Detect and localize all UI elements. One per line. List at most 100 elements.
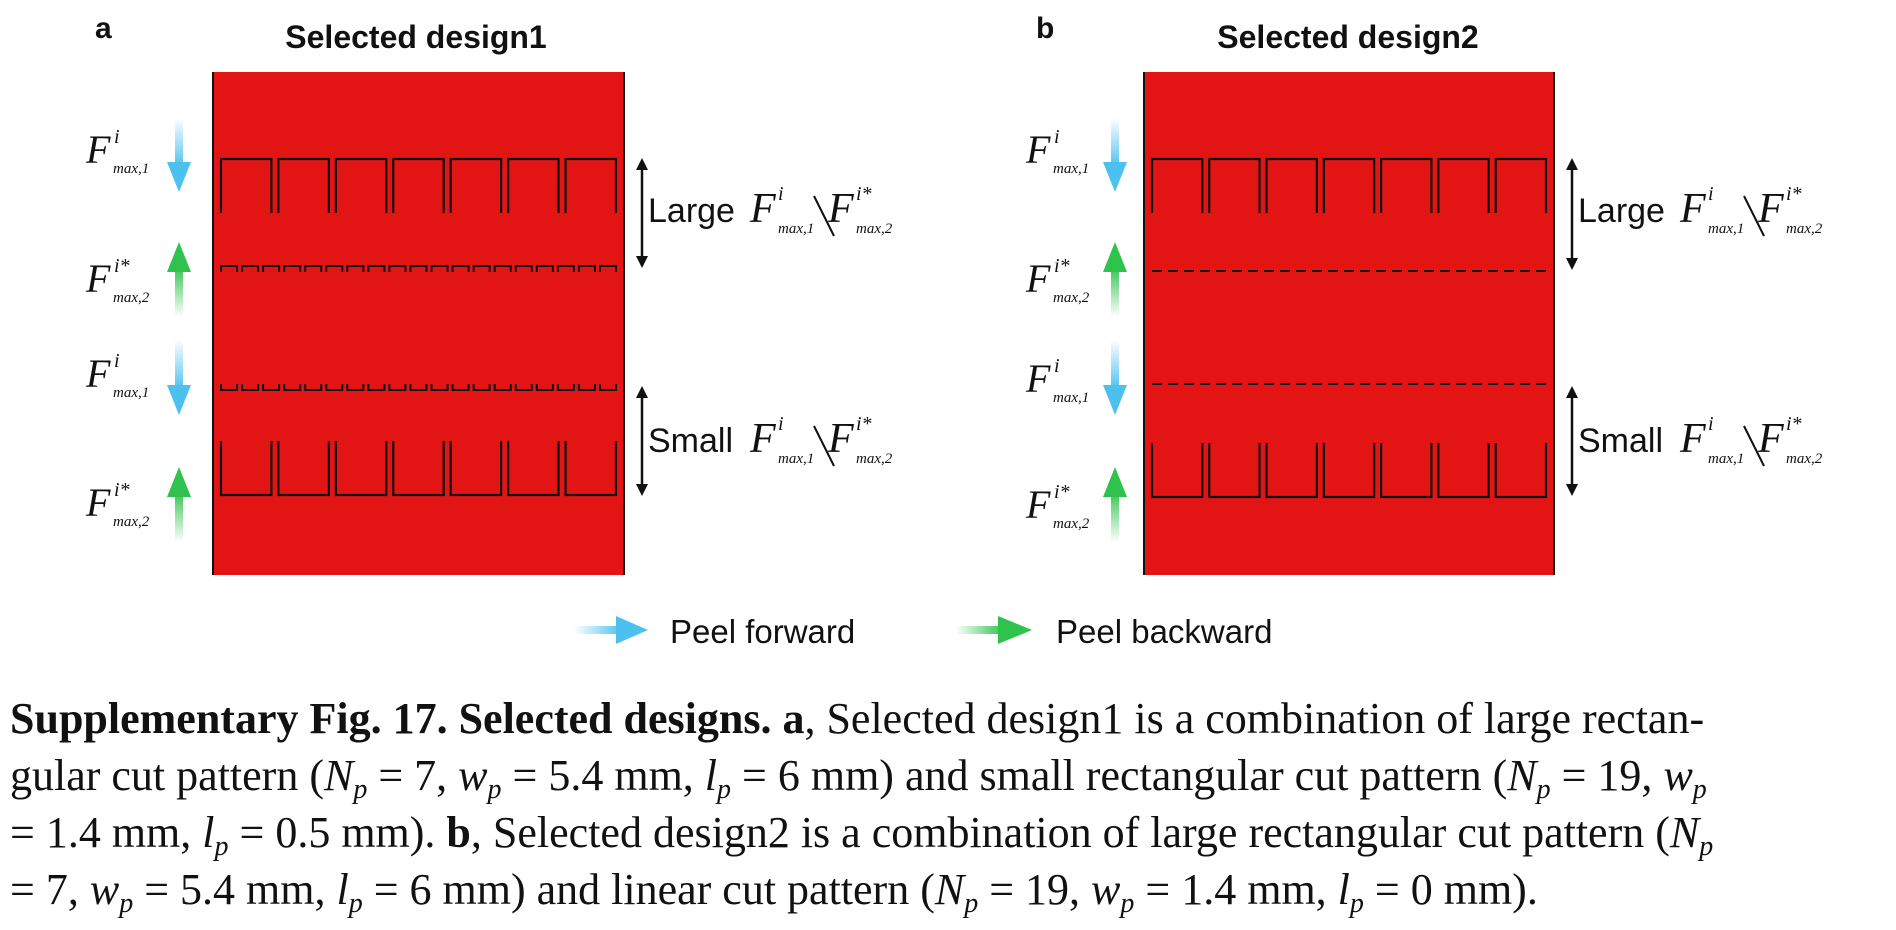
- caption-fig-label: Supplementary Fig. 17. Selected designs.: [10, 694, 772, 743]
- peel-forward-legend-arrow-icon: [574, 616, 648, 644]
- peel-forward-arrow-icon: [1103, 118, 1127, 192]
- svg-text:max,2: max,2: [1053, 516, 1090, 532]
- svg-text:max,1: max,1: [1708, 221, 1744, 237]
- force-label-fmax1: F i max,1: [85, 350, 149, 401]
- svg-text:F: F: [749, 186, 776, 232]
- svg-text:i*: i*: [1786, 413, 1802, 435]
- svg-text:i*: i*: [1054, 255, 1070, 277]
- svg-text:F: F: [85, 480, 111, 525]
- svg-text:i*: i*: [856, 413, 872, 435]
- force-label-fmax2: F i* max,2: [85, 255, 150, 306]
- panel-letter-b: b: [1036, 12, 1054, 45]
- panel-title-a: Selected design1: [285, 19, 546, 55]
- peel-backward-legend-arrow-icon: [956, 616, 1032, 644]
- svg-text:i: i: [1054, 355, 1060, 377]
- svg-text:i: i: [778, 413, 784, 435]
- svg-text:F: F: [1025, 256, 1051, 301]
- svg-text:i*: i*: [114, 479, 130, 501]
- svg-text:max,2: max,2: [1786, 451, 1823, 467]
- double-arrow-icon: [636, 158, 648, 268]
- ratio-label-small: Small F i max,1 F i* max,2: [648, 413, 893, 467]
- double-arrow-icon: [1566, 386, 1578, 496]
- legend-peel-backward: Peel backward: [1056, 613, 1272, 650]
- force-label-fmax2: F i* max,2: [85, 479, 150, 530]
- svg-text:Large: Large: [1578, 192, 1665, 230]
- peel-forward-arrow-icon: [1103, 340, 1127, 415]
- ratio-label-large: Large F i max,1 F i* max,2: [648, 183, 893, 237]
- peel-backward-arrow-icon: [1103, 242, 1127, 317]
- svg-text:max,2: max,2: [1786, 221, 1823, 237]
- peel-backward-arrow-icon: [167, 242, 191, 317]
- large-rect-cut-pattern-bottom: [219, 441, 618, 497]
- design1-sheet: [213, 72, 624, 575]
- force-label-fmax1: F i max,1: [85, 126, 149, 177]
- svg-text:F: F: [749, 416, 776, 462]
- svg-text:F: F: [827, 416, 854, 462]
- figure: a Selected design1 F i max,1: [85, 12, 1823, 650]
- double-arrow-icon: [636, 386, 648, 496]
- svg-text:F: F: [1025, 356, 1051, 401]
- svg-text:i: i: [114, 126, 120, 148]
- svg-text:F: F: [1025, 127, 1051, 172]
- svg-text:i*: i*: [856, 183, 872, 205]
- svg-text:F: F: [85, 127, 111, 172]
- svg-text:F: F: [85, 351, 111, 396]
- ratio-label-small: Small F i max,1 F i* max,2: [1578, 413, 1823, 467]
- panel-b: b Selected design2 F i max,1: [1025, 12, 1823, 575]
- svg-text:i: i: [114, 350, 120, 372]
- caption-line-3: = 1.4 mm, lp = 0.5 mm). b, Selected desi…: [10, 808, 1714, 862]
- small-rect-cut-pattern-top: [220, 265, 617, 272]
- force-label-fmax1: F i max,1: [1025, 355, 1089, 406]
- force-label-fmax2: F i* max,2: [1025, 481, 1090, 532]
- svg-text:max,2: max,2: [1053, 290, 1090, 306]
- svg-text:max,2: max,2: [113, 514, 150, 530]
- ratio-label-large: Large F i max,1 F i* max,2: [1578, 183, 1823, 237]
- caption-line-4: = 7, wp = 5.4 mm, lp = 6 mm) and linear …: [10, 865, 1538, 919]
- svg-text:F: F: [1679, 416, 1706, 462]
- caption-line-1: Supplementary Fig. 17. Selected designs.…: [10, 694, 1705, 743]
- svg-text:max,1: max,1: [778, 451, 814, 467]
- svg-text:max,1: max,1: [1053, 161, 1089, 177]
- svg-text:Small: Small: [648, 422, 733, 460]
- peel-forward-arrow-icon: [167, 118, 191, 192]
- svg-text:F: F: [827, 186, 854, 232]
- design2-sheet: [1144, 72, 1554, 575]
- svg-text:F: F: [1757, 186, 1784, 232]
- caption-a-label: a: [782, 694, 805, 743]
- svg-text:i: i: [1708, 413, 1714, 435]
- panel-letter-a: a: [95, 12, 112, 45]
- svg-text:max,2: max,2: [113, 290, 150, 306]
- panel-a: a Selected design1 F i max,1: [85, 12, 893, 575]
- peel-backward-arrow-icon: [1103, 467, 1127, 542]
- svg-text:i: i: [1054, 126, 1060, 148]
- svg-text:F: F: [1025, 482, 1051, 527]
- svg-text:max,2: max,2: [856, 451, 893, 467]
- svg-text:max,1: max,1: [1708, 451, 1744, 467]
- large-rect-cut-pattern-top: [1150, 157, 1548, 213]
- svg-text:i: i: [778, 183, 784, 205]
- svg-text:max,1: max,1: [778, 221, 814, 237]
- svg-text:i*: i*: [1786, 183, 1802, 205]
- double-arrow-icon: [1566, 158, 1578, 270]
- svg-text:Large: Large: [648, 192, 735, 230]
- svg-text:max,1: max,1: [113, 385, 149, 401]
- figure-caption: Supplementary Fig. 17. Selected designs.…: [10, 690, 1886, 918]
- svg-text:i: i: [1708, 183, 1714, 205]
- svg-text:F: F: [1757, 416, 1784, 462]
- small-rect-cut-pattern-bottom: [220, 384, 617, 391]
- svg-text:max,1: max,1: [113, 161, 149, 177]
- svg-text:F: F: [1679, 186, 1706, 232]
- legend: Peel forward Peel backward: [574, 613, 1272, 650]
- panel-title-b: Selected design2: [1217, 19, 1478, 55]
- caption-b-label: b: [446, 808, 471, 857]
- peel-backward-arrow-icon: [167, 467, 191, 542]
- caption-line-2: gular cut pattern (Np = 7, wp = 5.4 mm, …: [10, 751, 1707, 805]
- svg-text:max,1: max,1: [1053, 390, 1089, 406]
- force-label-fmax1: F i max,1: [1025, 126, 1089, 177]
- svg-text:i*: i*: [114, 255, 130, 277]
- svg-text:Small: Small: [1578, 422, 1663, 460]
- large-rect-cut-pattern-top: [219, 157, 618, 213]
- legend-peel-forward: Peel forward: [670, 613, 855, 650]
- peel-forward-arrow-icon: [167, 340, 191, 415]
- svg-text:F: F: [85, 256, 111, 301]
